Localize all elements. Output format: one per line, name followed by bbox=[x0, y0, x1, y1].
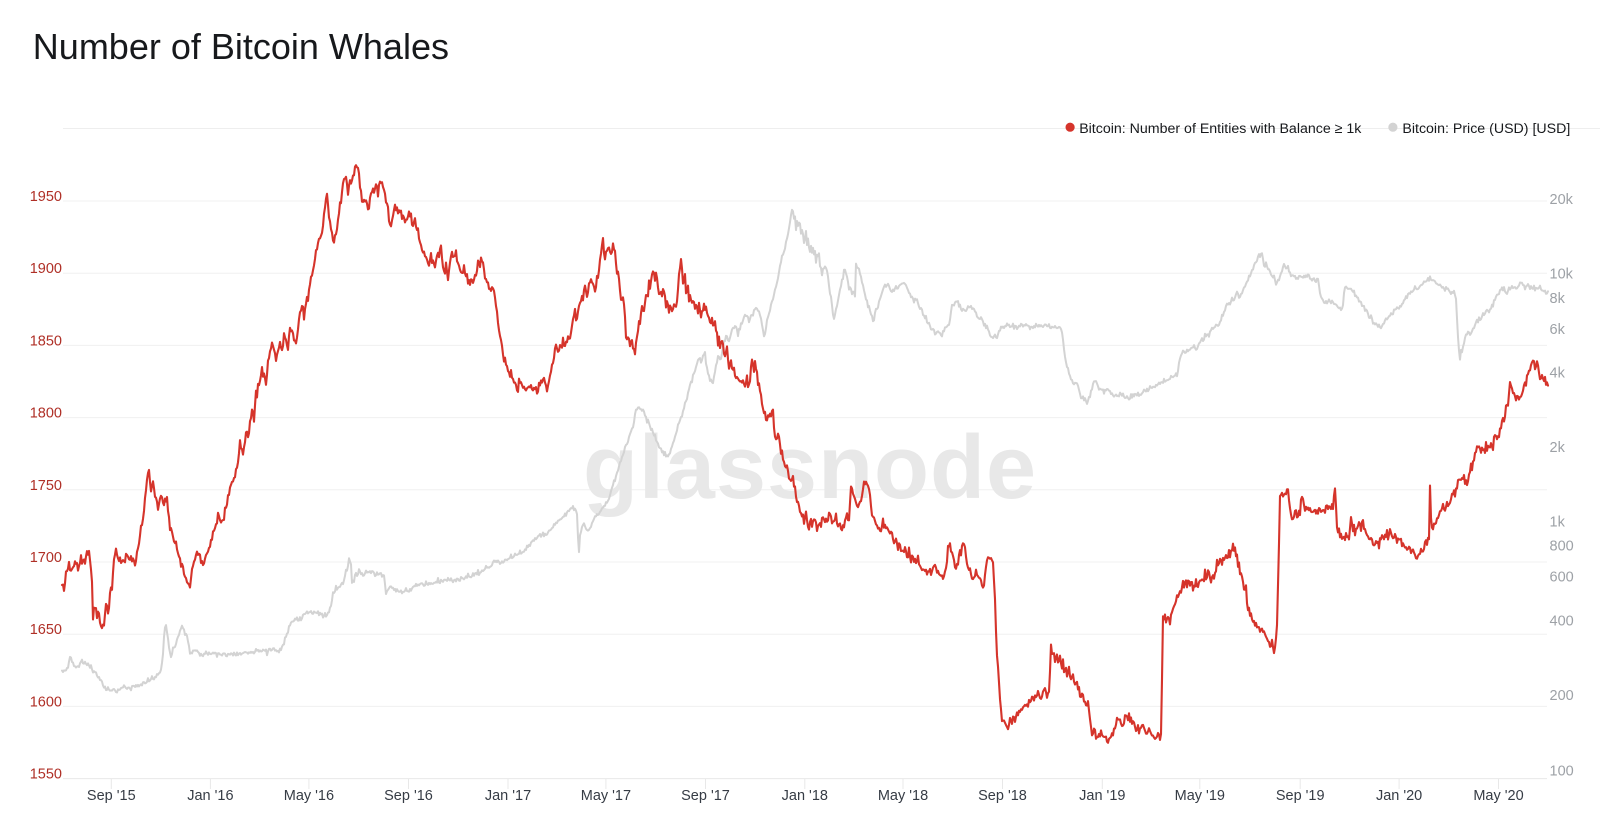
svg-text:1900: 1900 bbox=[30, 261, 62, 277]
svg-text:6k: 6k bbox=[1550, 322, 1566, 338]
svg-text:1800: 1800 bbox=[30, 406, 62, 422]
svg-text:1550: 1550 bbox=[30, 767, 62, 783]
svg-text:May '16: May '16 bbox=[284, 788, 334, 804]
svg-text:1650: 1650 bbox=[30, 622, 62, 638]
svg-text:glassnode: glassnode bbox=[583, 418, 1037, 518]
svg-text:Sep '16: Sep '16 bbox=[384, 788, 433, 804]
svg-text:800: 800 bbox=[1550, 539, 1574, 555]
svg-text:May '17: May '17 bbox=[581, 788, 631, 804]
svg-text:May '20: May '20 bbox=[1473, 788, 1523, 804]
svg-text:May '19: May '19 bbox=[1175, 788, 1225, 804]
svg-text:Bitcoin: Price (USD) [USD]: Bitcoin: Price (USD) [USD] bbox=[1402, 121, 1570, 137]
svg-text:600: 600 bbox=[1550, 570, 1574, 586]
svg-text:Sep '19: Sep '19 bbox=[1276, 788, 1325, 804]
svg-text:1k: 1k bbox=[1550, 515, 1566, 531]
svg-text:2k: 2k bbox=[1550, 440, 1566, 456]
svg-text:1850: 1850 bbox=[30, 333, 62, 349]
svg-text:Sep '18: Sep '18 bbox=[978, 788, 1027, 804]
svg-text:1700: 1700 bbox=[30, 550, 62, 566]
svg-text:Sep '17: Sep '17 bbox=[681, 788, 730, 804]
svg-text:200: 200 bbox=[1550, 688, 1574, 704]
svg-text:Jan '19: Jan '19 bbox=[1079, 788, 1125, 804]
svg-text:Jan '20: Jan '20 bbox=[1376, 788, 1422, 804]
svg-text:Jan '16: Jan '16 bbox=[187, 788, 233, 804]
svg-text:20k: 20k bbox=[1550, 192, 1574, 208]
svg-text:1600: 1600 bbox=[30, 694, 62, 710]
svg-text:10k: 10k bbox=[1550, 267, 1574, 283]
svg-text:1750: 1750 bbox=[30, 478, 62, 494]
svg-text:100: 100 bbox=[1550, 763, 1574, 779]
svg-text:Number of Bitcoin Whales: Number of Bitcoin Whales bbox=[33, 26, 449, 67]
svg-text:4k: 4k bbox=[1550, 366, 1566, 382]
svg-text:1950: 1950 bbox=[30, 189, 62, 205]
svg-text:8k: 8k bbox=[1550, 291, 1566, 307]
svg-text:May '18: May '18 bbox=[878, 788, 928, 804]
svg-text:Sep '15: Sep '15 bbox=[87, 788, 136, 804]
svg-text:Bitcoin: Number of Entities wi: Bitcoin: Number of Entities with Balance… bbox=[1079, 121, 1362, 137]
svg-text:400: 400 bbox=[1550, 613, 1574, 629]
svg-text:Jan '18: Jan '18 bbox=[782, 788, 828, 804]
svg-text:Jan '17: Jan '17 bbox=[485, 788, 531, 804]
